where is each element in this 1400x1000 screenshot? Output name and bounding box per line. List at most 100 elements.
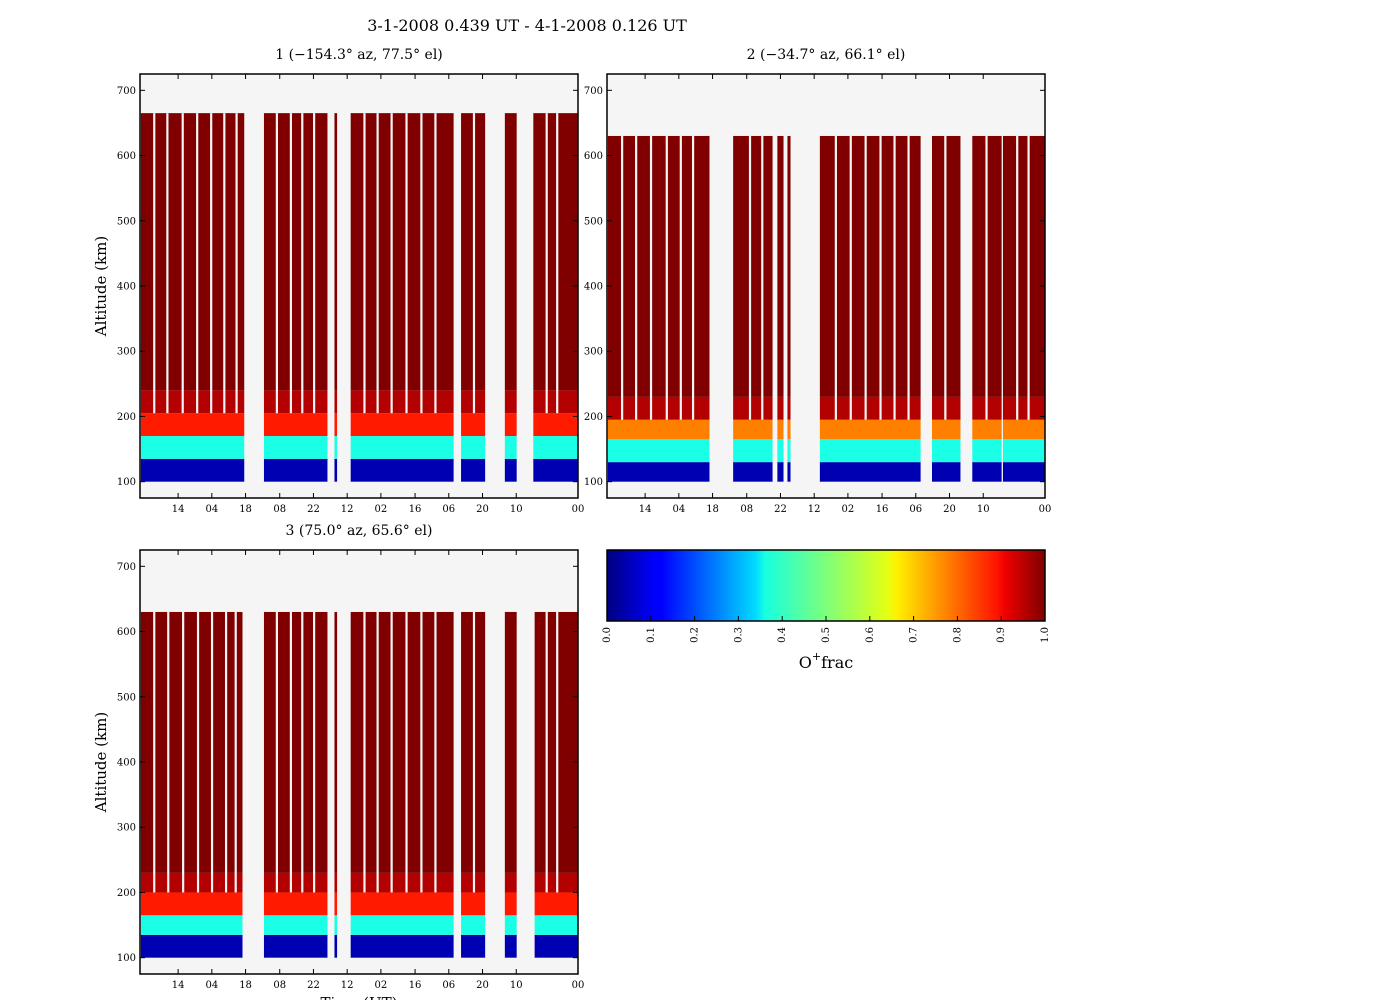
x-tick-label: 20 bbox=[943, 504, 956, 515]
colorbar-tick-label: 0.6 bbox=[865, 627, 876, 643]
plot-area bbox=[607, 135, 1045, 482]
data-gap bbox=[181, 113, 184, 414]
data-cell bbox=[733, 439, 773, 463]
y-tick-label: 600 bbox=[117, 627, 136, 638]
data-gap bbox=[545, 113, 548, 414]
data-gap bbox=[363, 611, 366, 893]
data-gap bbox=[313, 113, 316, 414]
data-cell bbox=[533, 413, 578, 437]
data-cell bbox=[504, 113, 517, 391]
data-cell bbox=[931, 419, 961, 440]
y-tick-label: 100 bbox=[117, 477, 136, 488]
data-gap bbox=[289, 611, 292, 893]
data-cell bbox=[263, 413, 328, 437]
data-gap bbox=[363, 113, 366, 414]
data-cell bbox=[334, 915, 338, 935]
x-tick-label: 02 bbox=[375, 980, 388, 991]
x-tick-label: 00 bbox=[1039, 504, 1052, 515]
x-tick-label: 14 bbox=[172, 504, 185, 515]
colorbar-gradient bbox=[606, 549, 1046, 622]
y-tick-label: 500 bbox=[117, 692, 136, 703]
data-cell bbox=[504, 436, 517, 459]
data-cell bbox=[334, 872, 338, 893]
data-gap bbox=[405, 113, 408, 414]
y-tick-label: 200 bbox=[117, 888, 136, 899]
x-tick-label: 10 bbox=[510, 980, 523, 991]
data-gap bbox=[235, 113, 238, 414]
data-gap bbox=[434, 611, 437, 893]
data-cell bbox=[1002, 396, 1045, 420]
x-tick-label: 04 bbox=[672, 504, 685, 515]
data-cell bbox=[350, 413, 454, 437]
y-tick-label: 600 bbox=[584, 151, 603, 162]
data-gap bbox=[210, 611, 214, 893]
data-cell bbox=[931, 439, 961, 463]
data-cell bbox=[972, 439, 1002, 463]
x-tick-label: 04 bbox=[205, 980, 218, 991]
data-cell bbox=[350, 436, 454, 459]
data-cell bbox=[819, 462, 921, 482]
x-tick-label: 20 bbox=[476, 504, 489, 515]
data-cell bbox=[263, 934, 328, 958]
data-cell bbox=[777, 419, 784, 440]
data-cell bbox=[334, 390, 338, 414]
data-cell bbox=[263, 872, 328, 893]
x-tick-label: 16 bbox=[876, 504, 889, 515]
data-gap bbox=[472, 113, 476, 414]
data-cell bbox=[733, 462, 773, 482]
panel-title: 1 (−154.3° az, 77.5° el) bbox=[275, 47, 443, 63]
y-tick-label: 300 bbox=[117, 823, 136, 834]
data-cell bbox=[461, 892, 486, 916]
x-tick-label: 06 bbox=[442, 504, 455, 515]
y-tick-label: 700 bbox=[117, 562, 136, 573]
data-gap bbox=[879, 135, 882, 420]
y-tick-label: 400 bbox=[584, 282, 603, 293]
y-tick-label: 100 bbox=[584, 477, 603, 488]
data-cell bbox=[140, 611, 243, 873]
data-gap bbox=[224, 611, 228, 893]
data-gap bbox=[545, 611, 548, 893]
x-tick-label: 08 bbox=[273, 980, 286, 991]
data-gap bbox=[390, 611, 393, 893]
data-cell bbox=[140, 915, 243, 935]
colorbar-tick-label: 0.0 bbox=[602, 627, 613, 643]
x-tick-label: 12 bbox=[341, 980, 354, 991]
x-tick-label: 18 bbox=[706, 504, 719, 515]
x-tick-label: 20 bbox=[476, 980, 489, 991]
data-gap bbox=[275, 611, 278, 893]
data-gap bbox=[907, 135, 910, 420]
data-gap bbox=[301, 611, 304, 893]
data-gap bbox=[621, 135, 624, 420]
data-cell bbox=[140, 113, 245, 391]
colorbar-label: O+frac bbox=[799, 650, 853, 672]
data-cell bbox=[263, 390, 328, 414]
data-cell bbox=[504, 915, 517, 935]
colorbar-tick-label: 0.4 bbox=[777, 627, 788, 643]
data-cell bbox=[931, 462, 961, 482]
data-cell bbox=[777, 439, 784, 463]
data-cell bbox=[777, 462, 784, 482]
data-cell bbox=[607, 439, 710, 463]
data-gap bbox=[376, 611, 379, 893]
data-gap bbox=[234, 611, 237, 893]
data-gap bbox=[691, 135, 695, 420]
data-gap bbox=[434, 113, 437, 414]
x-tick-label: 02 bbox=[842, 504, 855, 515]
colorbar-tick-label: 0.2 bbox=[690, 627, 701, 643]
data-cell bbox=[534, 934, 578, 958]
data-cell bbox=[533, 390, 578, 414]
x-tick-label: 22 bbox=[307, 980, 320, 991]
data-gap bbox=[196, 113, 199, 414]
data-cell bbox=[533, 436, 578, 459]
data-cell bbox=[607, 462, 710, 482]
data-cell bbox=[334, 436, 338, 459]
x-tick-label: 08 bbox=[273, 504, 286, 515]
data-gap bbox=[153, 611, 156, 893]
data-cell bbox=[607, 419, 710, 440]
x-tick-label: 22 bbox=[307, 504, 320, 515]
data-cell bbox=[140, 413, 245, 437]
data-cell bbox=[787, 135, 791, 397]
data-gap bbox=[944, 135, 947, 420]
data-cell bbox=[461, 413, 486, 437]
